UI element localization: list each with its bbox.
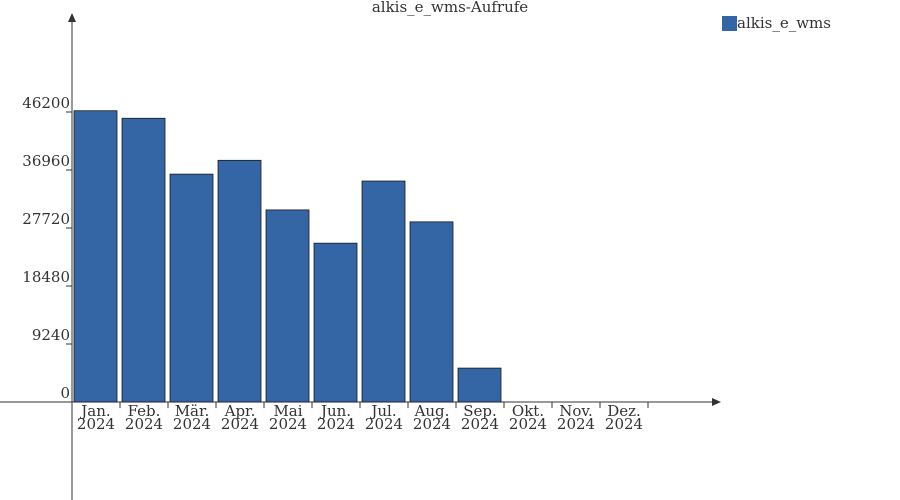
bar [218, 160, 261, 402]
bar [362, 181, 405, 402]
x-tick-label: Mär. 2024 [168, 405, 216, 431]
y-axis-arrow [68, 13, 76, 22]
x-tick-label: Mai 2024 [264, 405, 312, 431]
bar [266, 210, 309, 402]
y-tick-label: 46200 [22, 94, 70, 112]
x-axis-arrow [712, 398, 721, 406]
x-tick-label: Okt. 2024 [504, 405, 552, 431]
bar [170, 174, 213, 402]
x-tick-label: Sep. 2024 [456, 405, 504, 431]
x-tick-label: Dez. 2024 [600, 405, 648, 431]
bar [122, 118, 165, 402]
bar [74, 111, 117, 402]
x-tick-label: Feb. 2024 [120, 405, 168, 431]
y-tick-label: 9240 [32, 326, 70, 344]
bar [410, 222, 453, 402]
x-tick-label: Jan. 2024 [72, 405, 120, 431]
x-tick-label: Aug. 2024 [408, 405, 456, 431]
y-tick-label: 18480 [22, 268, 70, 286]
y-tick-label: 0 [60, 384, 70, 402]
y-tick-label: 36960 [22, 152, 70, 170]
chart-title: alkis_e_wms-Aufrufe [372, 0, 528, 16]
legend-swatch [722, 16, 737, 31]
bar [314, 243, 357, 402]
x-tick-label: Jul. 2024 [360, 405, 408, 431]
x-tick-label: Apr. 2024 [216, 405, 264, 431]
y-tick-label: 27720 [22, 210, 70, 228]
bar [458, 368, 501, 402]
x-tick-label: Jun. 2024 [312, 405, 360, 431]
x-tick-label: Nov. 2024 [552, 405, 600, 431]
legend-label: alkis_e_wms [737, 14, 831, 32]
